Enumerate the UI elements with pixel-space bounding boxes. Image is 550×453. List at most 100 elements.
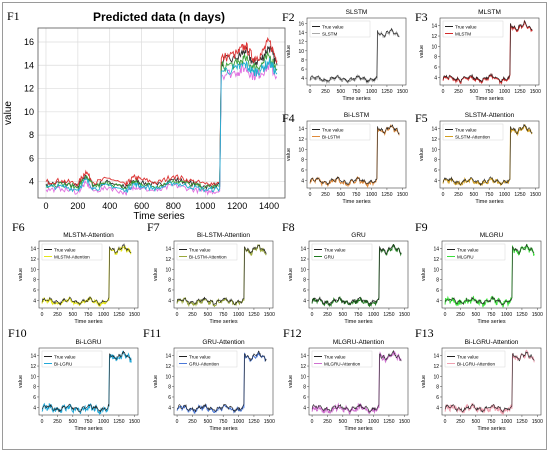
true-value-line bbox=[176, 350, 267, 414]
xlabel-F11: Time series bbox=[209, 426, 237, 432]
xtick-label: 500 bbox=[470, 192, 479, 198]
ytick-label: 6 bbox=[436, 395, 439, 401]
xlabel-F13: Time series bbox=[477, 426, 505, 432]
xtick-label: 0 bbox=[176, 419, 179, 425]
main-chart-ylabel: value bbox=[3, 101, 14, 125]
ytick-label: 10 bbox=[433, 267, 439, 273]
main-chart-F1: Predicted data (n days) Time series valu… bbox=[3, 10, 286, 222]
ytick-label: 14 bbox=[433, 247, 439, 253]
xtick-label: 1000 bbox=[368, 419, 379, 425]
ytick-label: 12 bbox=[431, 34, 437, 40]
xtick-label: 750 bbox=[352, 89, 361, 95]
chart-F6: MLSTM-Attention 0 250 500 750 1000 1250 1500 4 6 8… bbox=[18, 232, 140, 325]
chart-title-F12: MLGRU-Attention bbox=[333, 339, 385, 346]
xtick-label: 750 bbox=[354, 419, 363, 425]
xtick-label: 750 bbox=[485, 89, 494, 95]
chart-F7: Bi-LSTM-Attention 0 250 500 750 1000 1250 1500 4… bbox=[153, 232, 275, 325]
ytick-label: 14 bbox=[298, 127, 304, 133]
chart-F2: SLSTM 0 250 500 750 1000 1250 1500 4 6 8 10 12 14 16 Ti… bbox=[286, 9, 408, 102]
xtick-label: 1250 bbox=[383, 312, 394, 318]
legend-label: MLGRU-Attention bbox=[324, 361, 361, 366]
xtick-label: 1000 bbox=[233, 419, 244, 425]
main-series-line bbox=[45, 36, 278, 187]
legend-box-F12 bbox=[311, 350, 373, 368]
ytick-label: 6 bbox=[168, 395, 171, 401]
ylabel-F10: value bbox=[18, 375, 24, 388]
legend-box-F2 bbox=[309, 20, 371, 38]
main-ytick-label: 12 bbox=[24, 84, 34, 94]
xlabel-F9: Time series bbox=[477, 319, 505, 325]
ytick-label: 6 bbox=[301, 168, 304, 174]
ytick-label: 16 bbox=[298, 21, 304, 27]
xtick-label: 250 bbox=[456, 419, 465, 425]
xtick-label: 0 bbox=[176, 312, 179, 318]
xtick-label: 1000 bbox=[368, 312, 379, 318]
main-xtick-label: 600 bbox=[134, 201, 149, 211]
chart-F4: Bi-LSTM 0 250 500 750 1000 1250 1500 4 6 8 10 12 14 Ti… bbox=[286, 112, 408, 205]
chart-title-F2: SLSTM bbox=[346, 9, 368, 16]
chart-F8: GRU 0 250 500 750 1000 1250 1500 4 6 8 10 12 14 Time s… bbox=[288, 232, 410, 325]
ytick-label: 14 bbox=[165, 247, 171, 253]
xtick-label: 1000 bbox=[366, 192, 377, 198]
ytick-label: 12 bbox=[433, 364, 439, 370]
predicted-series-line bbox=[176, 351, 267, 414]
legend-label: True value bbox=[322, 127, 344, 132]
chart-title-F13: Bi-LGRU-Attention bbox=[465, 339, 519, 346]
ylabel-F3: value bbox=[419, 45, 425, 58]
legend-box-F13 bbox=[444, 350, 506, 368]
main-ytick-label: 8 bbox=[29, 130, 34, 140]
ytick-label: 10 bbox=[300, 374, 306, 380]
ytick-label: 12 bbox=[431, 137, 437, 143]
xtick-label: 0 bbox=[311, 312, 314, 318]
ytick-label: 8 bbox=[436, 278, 439, 284]
legend-label: True value bbox=[455, 24, 477, 29]
xtick-label: 1500 bbox=[264, 419, 275, 425]
ytick-label: 14 bbox=[431, 127, 437, 133]
ytick-label: 4 bbox=[303, 405, 306, 411]
ytick-label: 14 bbox=[433, 354, 439, 360]
chart-F3: MLSTM 0 250 500 750 1000 1250 1500 4 6 8 10 12 14 Time… bbox=[419, 9, 541, 102]
ytick-label: 14 bbox=[300, 247, 306, 253]
ytick-label: 6 bbox=[168, 288, 171, 294]
ylabel-F11: value bbox=[153, 375, 159, 388]
panel-label-F2: F2 bbox=[282, 10, 295, 24]
main-xtick-label: 1000 bbox=[195, 201, 215, 211]
xtick-label: 250 bbox=[321, 89, 330, 95]
xtick-label: 500 bbox=[204, 312, 213, 318]
main-series-line bbox=[45, 58, 278, 194]
ytick-label: 8 bbox=[434, 158, 437, 164]
legend-label: Bi-LSTM bbox=[322, 134, 340, 139]
chart-title-F4: Bi-LSTM bbox=[344, 112, 369, 119]
panel-label-F6: F6 bbox=[12, 220, 25, 234]
ytick-label: 4 bbox=[434, 75, 437, 81]
xtick-label: 1250 bbox=[248, 312, 259, 318]
panel-label-F12: F12 bbox=[283, 326, 302, 340]
ylabel-F5: value bbox=[419, 148, 425, 161]
ytick-label: 10 bbox=[298, 49, 304, 55]
xtick-label: 1250 bbox=[514, 89, 525, 95]
ytick-label: 12 bbox=[165, 364, 171, 370]
chart-F10: Bi-LGRU 0 250 500 750 1000 1250 1500 4 6 8 10 12 14 Ti… bbox=[18, 339, 140, 432]
legend-label: True value bbox=[324, 247, 346, 252]
panel-label-F7: F7 bbox=[147, 220, 160, 234]
xtick-label: 750 bbox=[84, 312, 93, 318]
main-plot-border bbox=[37, 27, 286, 199]
legend-label: True value bbox=[457, 247, 479, 252]
chart-title-F9: MLGRU bbox=[480, 232, 504, 239]
xtick-label: 0 bbox=[311, 419, 314, 425]
ytick-label: 12 bbox=[30, 364, 36, 370]
xtick-label: 500 bbox=[337, 192, 346, 198]
ytick-label: 10 bbox=[165, 374, 171, 380]
chart-F5: SLSTM-Attention 0 250 500 750 1000 1250 1500 4 6 8… bbox=[419, 112, 541, 205]
xtick-label: 0 bbox=[442, 89, 445, 95]
ytick-label: 8 bbox=[434, 55, 437, 61]
ytick-label: 8 bbox=[303, 385, 306, 391]
panel-label-F13: F13 bbox=[415, 326, 434, 340]
legend-label: True value bbox=[189, 247, 211, 252]
ytick-label: 10 bbox=[165, 267, 171, 273]
legend-label: MLGRU bbox=[457, 254, 474, 259]
xlabel-F4: Time series bbox=[342, 199, 370, 205]
ylabel-F13: value bbox=[421, 375, 427, 388]
xtick-label: 1000 bbox=[499, 89, 510, 95]
legend-box-F6 bbox=[41, 243, 103, 261]
